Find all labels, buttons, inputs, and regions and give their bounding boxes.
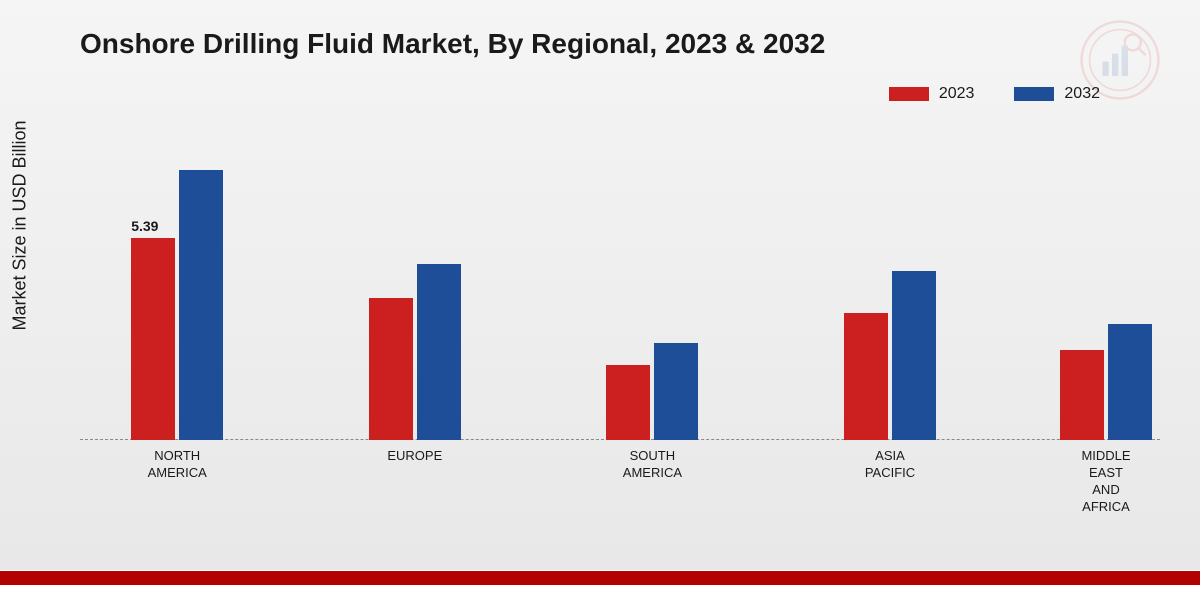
footer-bar (0, 571, 1200, 585)
chart-title: Onshore Drilling Fluid Market, By Region… (80, 28, 825, 60)
bar (654, 343, 698, 441)
x-axis-label: NORTHAMERICA (148, 448, 207, 482)
bar (892, 271, 936, 440)
bar-group (1060, 324, 1152, 440)
legend-label: 2032 (1064, 85, 1100, 103)
data-label: 5.39 (131, 218, 158, 234)
bar (844, 313, 888, 441)
bar (606, 365, 650, 440)
x-axis-label: EUROPE (387, 448, 442, 465)
bar (179, 170, 223, 440)
legend: 2023 2032 (889, 85, 1100, 103)
legend-swatch (889, 87, 929, 101)
legend-swatch (1014, 87, 1054, 101)
plot-area: 5.39 (80, 140, 1160, 440)
x-axis-label: SOUTHAMERICA (623, 448, 682, 482)
bar (1108, 324, 1152, 440)
x-axis-label: MIDDLEEASTANDAFRICA (1081, 448, 1130, 516)
y-axis-label: Market Size in USD Billion (10, 120, 31, 330)
bar (1060, 350, 1104, 440)
bar-group (369, 264, 461, 440)
x-axis-label: ASIAPACIFIC (865, 448, 915, 482)
legend-item-2023: 2023 (889, 85, 975, 103)
legend-label: 2023 (939, 85, 975, 103)
bar-group: 5.39 (131, 170, 223, 440)
bar-group (606, 343, 698, 441)
bar (417, 264, 461, 440)
bar-group (844, 271, 936, 440)
legend-item-2032: 2032 (1014, 85, 1100, 103)
chart-container: Onshore Drilling Fluid Market, By Region… (0, 0, 1200, 570)
bar (131, 238, 175, 440)
bar (369, 298, 413, 441)
